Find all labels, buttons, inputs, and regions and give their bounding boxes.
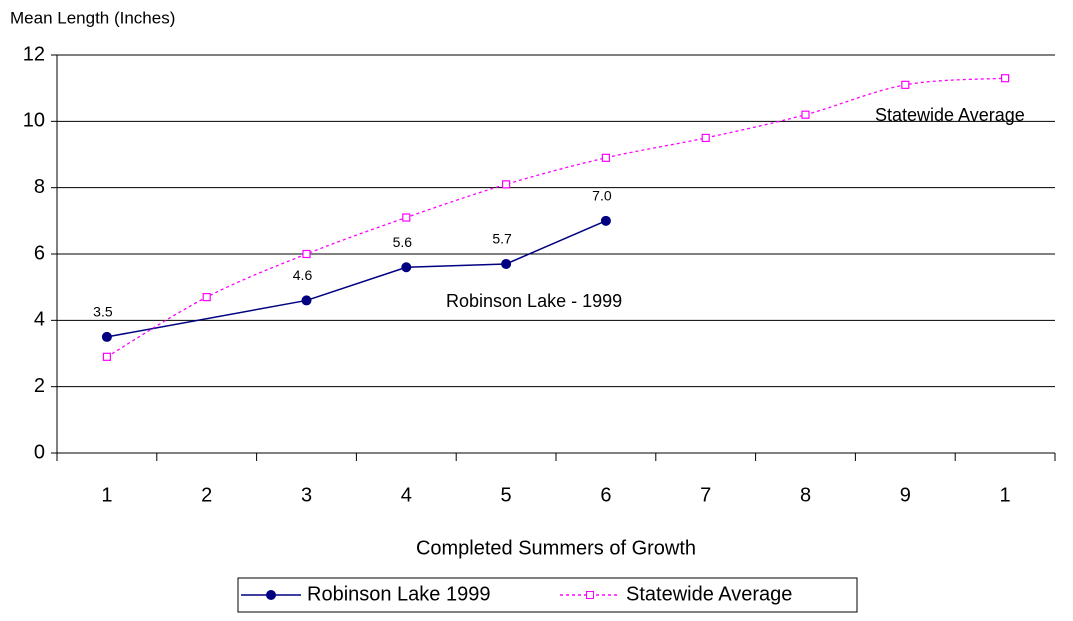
annotation: Statewide Average <box>875 105 1025 125</box>
x-tick-label: 4 <box>401 484 412 506</box>
series-segment <box>505 220 607 265</box>
data-point <box>1000 74 1010 83</box>
x-tick-label: 5 <box>501 484 512 506</box>
data-label: 5.7 <box>492 231 512 247</box>
y-tick-label: 10 <box>23 110 45 132</box>
data-point <box>701 133 710 143</box>
data-point <box>202 293 211 302</box>
annotation: Robinson Lake - 1999 <box>446 291 622 311</box>
data-point <box>102 352 112 361</box>
y-tick-label: 4 <box>34 309 45 331</box>
x-tick-label: 3 <box>301 484 312 506</box>
data-point <box>501 258 512 269</box>
x-tick-label: 1 <box>1000 484 1011 506</box>
data-label: 4.6 <box>293 267 313 283</box>
x-tick-label: 9 <box>900 484 911 506</box>
legend-marker <box>266 590 276 600</box>
series-segment <box>306 266 407 302</box>
series-line <box>106 77 1006 358</box>
data-point <box>601 153 611 162</box>
series-segment <box>406 263 507 269</box>
data-point <box>101 331 112 342</box>
x-axis-title: Completed Summers of Growth <box>416 537 696 559</box>
y-tick-label: 6 <box>34 242 45 264</box>
y-tick-label: 2 <box>34 375 45 397</box>
data-point <box>401 262 412 273</box>
data-point <box>502 180 511 189</box>
y-tick-label: 0 <box>34 441 45 463</box>
x-tick-label: 7 <box>700 484 711 506</box>
data-label: 3.5 <box>93 304 113 320</box>
x-tick-label: 1 <box>101 484 112 506</box>
data-point <box>301 295 312 306</box>
y-tick-label: 8 <box>34 176 45 198</box>
data-point <box>402 213 411 222</box>
legend-box <box>237 577 858 613</box>
y-tick-label: 12 <box>23 43 45 65</box>
data-label: 5.6 <box>393 234 413 250</box>
series-segment <box>106 299 307 338</box>
x-tick-label: 2 <box>201 484 212 506</box>
data-point <box>801 110 810 119</box>
legend-marker <box>586 591 594 599</box>
data-point <box>600 215 611 226</box>
data-point <box>901 80 910 89</box>
y-axis-title: Mean Length (Inches) <box>10 8 175 27</box>
x-tick-label: 6 <box>600 484 611 506</box>
data-point <box>302 249 311 259</box>
legend-label: Statewide Average <box>626 583 792 605</box>
x-tick-label: 8 <box>800 484 811 506</box>
legend-label: Robinson Lake 1999 <box>307 583 490 605</box>
data-label: 7.0 <box>592 188 612 204</box>
